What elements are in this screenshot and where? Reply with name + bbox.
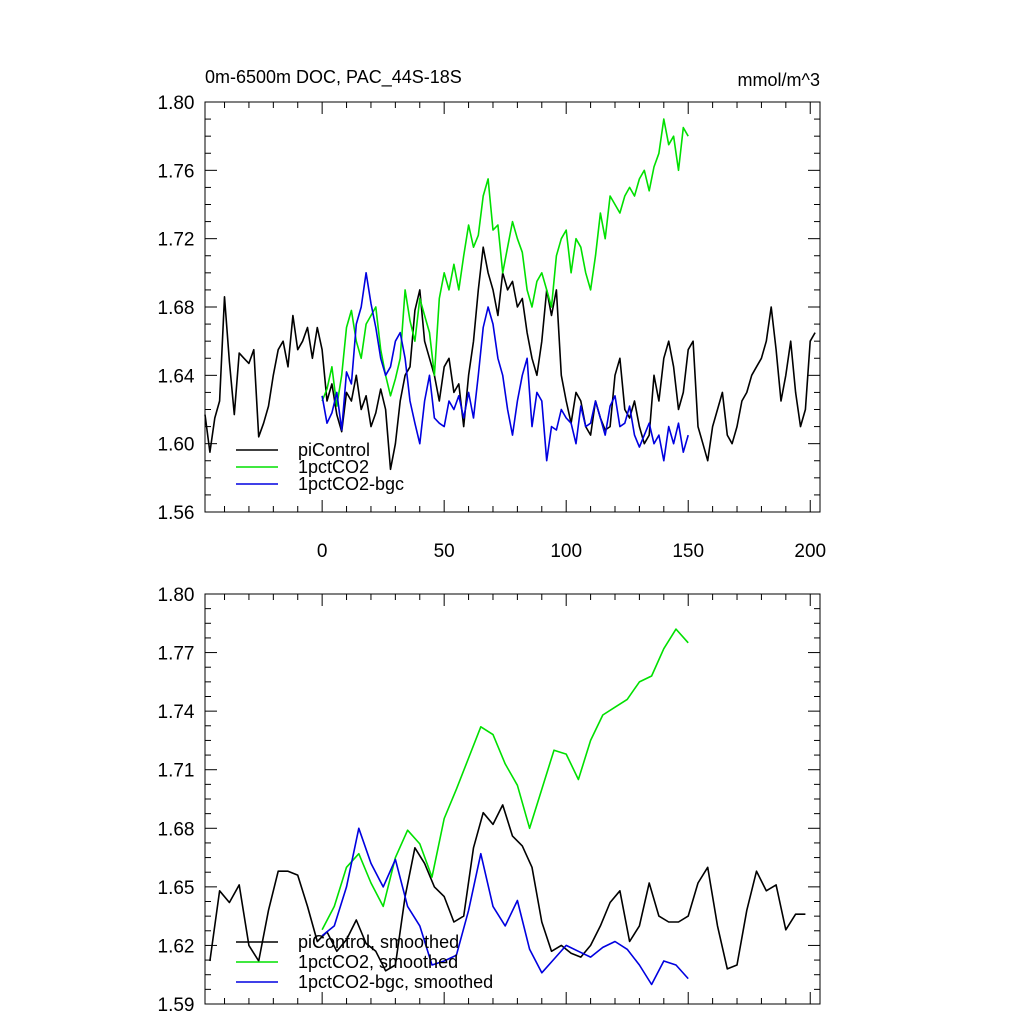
top-panel: 0m-6500m DOC, PAC_44S-18S mmol/m^3 1.561… xyxy=(158,67,827,562)
legend-label: 1pctCO2, smoothed xyxy=(298,952,458,972)
x-tick-label: 200 xyxy=(794,541,826,562)
y-tick-label: 1.77 xyxy=(158,644,195,665)
y-tick-label: 1.56 xyxy=(158,503,195,524)
series-line xyxy=(204,246,816,471)
x-tick-label: 0 xyxy=(317,541,328,562)
y-tick-label: 1.74 xyxy=(158,702,195,723)
y-tick-label: 1.59 xyxy=(158,995,195,1016)
axis-ticks xyxy=(205,101,820,513)
x-tick-label: 150 xyxy=(672,541,704,562)
y-tick-labels: 1.59 1.62 1.65 1.68 1.71 1.74 1.77 1.80 xyxy=(158,585,195,1016)
legend-label: 1pctCO2-bgc xyxy=(298,474,404,494)
chart-title: 0m-6500m DOC, PAC_44S-18S xyxy=(205,67,462,88)
series-line xyxy=(321,271,689,462)
y-tick-label: 1.76 xyxy=(158,161,195,182)
y-tick-label: 1.72 xyxy=(158,230,195,251)
x-tick-labels: 0 50 100 150 200 xyxy=(317,541,826,562)
series-lines xyxy=(209,628,806,986)
series-line xyxy=(321,827,689,986)
units-label: mmol/m^3 xyxy=(738,70,820,90)
y-tick-label: 1.64 xyxy=(158,366,195,387)
y-tick-labels: 1.56 1.60 1.64 1.68 1.72 1.76 1.80 xyxy=(158,93,195,524)
series-line xyxy=(321,118,689,407)
y-tick-label: 1.80 xyxy=(158,585,195,606)
y-tick-label: 1.71 xyxy=(158,761,195,782)
series-line xyxy=(209,804,806,972)
legend-label: piControl, smoothed xyxy=(298,932,459,952)
axis-ticks xyxy=(205,593,820,1005)
y-tick-label: 1.80 xyxy=(158,93,195,114)
y-tick-label: 1.62 xyxy=(158,936,195,957)
legend-label: 1pctCO2-bgc, smoothed xyxy=(298,972,493,992)
x-tick-label: 100 xyxy=(550,541,582,562)
x-tick-label: 50 xyxy=(434,541,455,562)
y-tick-label: 1.60 xyxy=(158,435,195,456)
series-line xyxy=(321,628,689,931)
legend-label: 1pctCO2 xyxy=(298,457,369,477)
series-lines xyxy=(204,118,816,471)
y-tick-label: 1.65 xyxy=(158,878,195,899)
y-tick-label: 1.68 xyxy=(158,819,195,840)
legend-label: piControl xyxy=(298,440,370,460)
y-tick-label: 1.68 xyxy=(158,298,195,319)
bottom-panel: 1.59 1.62 1.65 1.68 1.71 1.74 1.77 1.80 piContr… xyxy=(158,585,821,1016)
